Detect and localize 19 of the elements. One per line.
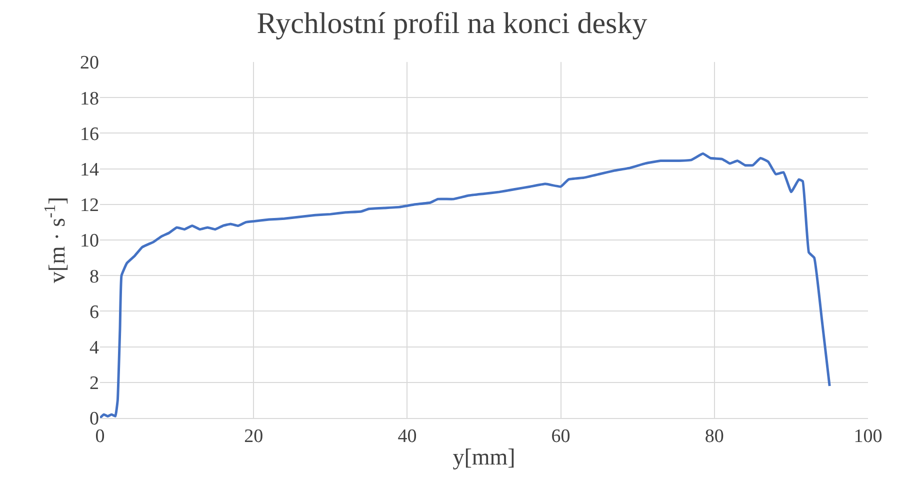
x-tick-label: 40 <box>398 426 417 447</box>
y-tick-label: 20 <box>80 52 99 74</box>
y-tick-label: 8 <box>90 266 99 288</box>
x-axis-title: y[mm] <box>452 444 516 470</box>
chart-title: Rychlostní profil na konci desky <box>256 6 648 40</box>
y-tick-label: 12 <box>80 195 99 216</box>
y-tick-label: 0 <box>90 408 99 430</box>
y-tick-label: 2 <box>90 373 99 394</box>
y-tick-label: 4 <box>90 337 100 358</box>
y-tick-label: 18 <box>80 88 99 110</box>
x-tick-label: 80 <box>704 426 724 447</box>
y-tick-label: 6 <box>90 302 99 323</box>
y-tick-label: 14 <box>80 159 100 180</box>
x-tick-label: 60 <box>551 426 570 447</box>
y-tick-label: 16 <box>80 124 99 145</box>
x-tick-label: 20 <box>244 426 264 447</box>
line-series <box>100 152 831 418</box>
x-tick-label: 100 <box>854 426 882 447</box>
y-tick-label: 10 <box>80 230 99 252</box>
